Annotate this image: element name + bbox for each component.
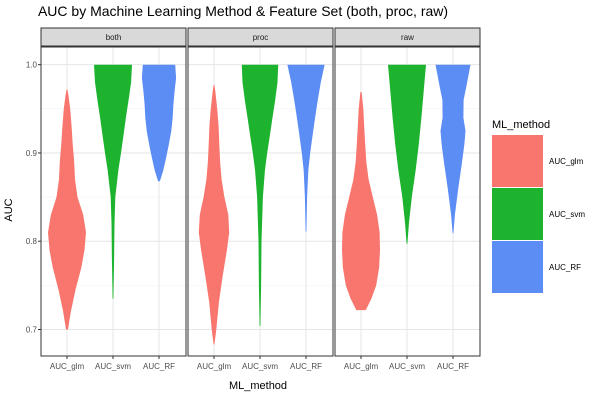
legend-label: AUC_glm (549, 157, 584, 166)
facet-panel-proc: proc AUC_glm AUC_svm AUC_RF (187, 27, 334, 371)
legend-key-AUC_RF (492, 241, 543, 293)
x-tick-label: AUC_glm (50, 362, 85, 371)
facet-strip (334, 27, 481, 47)
x-tick-label: AUC_svm (389, 362, 425, 371)
legend-key-AUC_svm (492, 188, 543, 240)
chart-title: AUC by Machine Learning Method & Feature… (38, 3, 448, 19)
facet-strip (187, 27, 334, 47)
y-tick-labels: 0.7 0.8 0.9 1.0 (26, 61, 41, 335)
x-tick-label: AUC_svm (242, 362, 278, 371)
violin-both-AUC_glm (48, 89, 86, 330)
x-tick-label: AUC_RF (290, 362, 322, 371)
facet-strip-label: proc (253, 33, 269, 42)
facet-panel-raw: raw AUC_glm AUC_svm AUC_RF (334, 27, 481, 371)
y-tick-label: 0.8 (26, 237, 38, 246)
facet-strip-label: raw (401, 33, 414, 42)
x-tick-label: AUC_glm (344, 362, 379, 371)
x-tick-label: AUC_svm (95, 362, 131, 371)
violin-proc-AUC_glm (198, 85, 230, 345)
y-tick-label: 0.9 (26, 149, 38, 158)
violin-proc-AUC_svm (241, 64, 279, 326)
x-axis-title: ML_method (229, 380, 287, 392)
violin-raw-AUC_RF (435, 64, 471, 234)
y-tick-label: 1.0 (26, 61, 38, 70)
violin-both-AUC_svm (94, 64, 132, 299)
violin-raw-AUC_svm (388, 64, 426, 244)
x-tick-label: AUC_RF (437, 362, 469, 371)
legend-title: ML_method (492, 119, 550, 131)
facet-strip (40, 27, 187, 47)
facet-panels: both AUC_glm AUC_svm AUC_RF proc AUC_glm AUC_s… (40, 27, 481, 371)
legend-label: AUC_svm (549, 210, 585, 219)
y-tick-label: 0.7 (26, 326, 38, 335)
legend-key-AUC_glm (492, 135, 543, 187)
facet-panel-both: both AUC_glm AUC_svm AUC_RF (40, 27, 187, 371)
legend: ML_method AUC_glm AUC_svm AUC_RF (492, 119, 585, 293)
y-axis-title: AUC (3, 198, 15, 221)
violin-both-AUC_RF (141, 64, 177, 182)
facet-strip-label: both (106, 33, 122, 42)
violin-proc-AUC_RF (287, 64, 325, 232)
x-tick-label: AUC_glm (197, 362, 232, 371)
violin-raw-AUC_glm (342, 92, 380, 311)
x-tick-label: AUC_RF (143, 362, 175, 371)
legend-label: AUC_RF (549, 263, 581, 272)
